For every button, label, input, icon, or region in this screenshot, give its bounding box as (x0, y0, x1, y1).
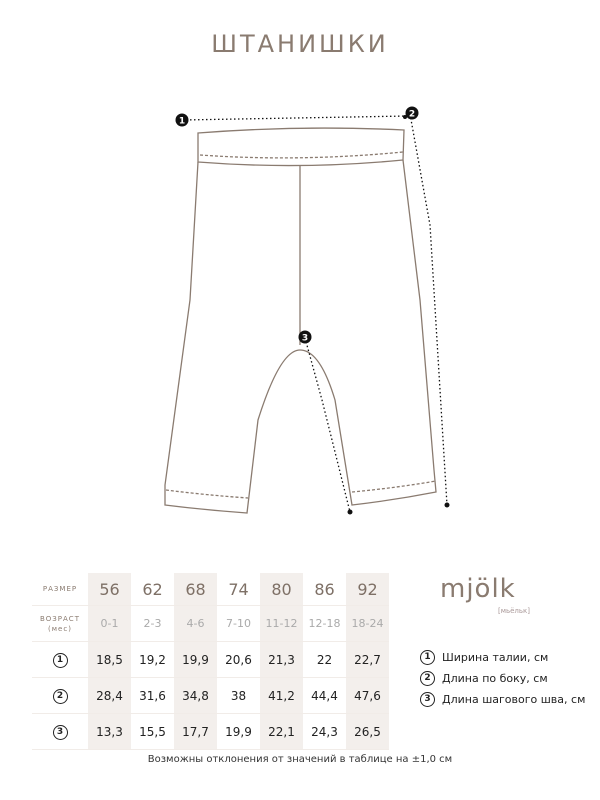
age-cell: 0-1 (88, 605, 131, 642)
marker-2: 2 (52, 689, 68, 704)
value-cell: 19,9 (174, 641, 217, 678)
legend-item: 3 Длина шагового шва, см (420, 689, 585, 710)
svg-text:3: 3 (302, 334, 308, 344)
size-table: РАЗМЕР 56 62 68 74 80 86 92 ВОЗРАСТ (мес… (32, 573, 389, 750)
size-cell: 86 (303, 573, 346, 606)
value-cell: 19,2 (131, 641, 174, 678)
diagram-marker-3 (298, 330, 312, 344)
size-cell: 62 (131, 573, 174, 606)
page-title: ШТАНИШКИ (211, 30, 389, 58)
value-cell: 22,7 (346, 641, 389, 678)
diagram-marker-1 (175, 113, 189, 127)
size-cell: 56 (88, 573, 131, 606)
legend-item: 1 Ширина талии, см (420, 647, 585, 668)
value-cell: 15,5 (131, 713, 174, 750)
svg-text:2: 2 (409, 110, 415, 120)
legend-label: Ширина талии, см (442, 651, 549, 664)
value-cell: 22,1 (260, 713, 303, 750)
age-cell: 18-24 (346, 605, 389, 642)
legend-label: Длина шагового шва, см (442, 693, 586, 706)
age-label: ВОЗРАСТ (мес) (32, 605, 88, 642)
legend-item: 2 Длина по боку, см (420, 668, 585, 689)
svg-text:1: 1 (179, 117, 185, 127)
value-cell: 19,9 (217, 713, 260, 750)
marker-2: 2 (420, 671, 435, 686)
legend: 1 Ширина талии, см 2 Длина по боку, см 3 Дл… (420, 647, 585, 710)
value-cell: 47,6 (346, 677, 389, 714)
size-cell: 92 (346, 573, 389, 606)
value-cell: 38 (217, 677, 260, 714)
age-cell: 2-3 (131, 605, 174, 642)
size-row: РАЗМЕР 56 62 68 74 80 86 92 (32, 573, 389, 606)
measure-row-2: 2 28,4 31,6 34,8 38 41,2 44,4 47,6 (32, 677, 389, 714)
age-row: ВОЗРАСТ (мес) 0-1 2-3 4-6 7-10 11-12 12-… (32, 605, 389, 642)
brand-logo-block: mjölk [мьёльк] (440, 574, 540, 616)
size-cell: 68 (174, 573, 217, 606)
size-cell: 80 (260, 573, 303, 606)
value-cell: 28,4 (88, 677, 131, 714)
value-cell: 17,7 (174, 713, 217, 750)
value-cell: 18,5 (88, 641, 131, 678)
marker-3: 3 (420, 692, 435, 707)
value-cell: 22 (303, 641, 346, 678)
value-cell: 13,3 (88, 713, 131, 750)
age-cell: 7-10 (217, 605, 260, 642)
value-cell: 31,6 (131, 677, 174, 714)
size-cell: 74 (217, 573, 260, 606)
value-cell: 34,8 (174, 677, 217, 714)
age-cell: 11-12 (260, 605, 303, 642)
value-cell: 20,6 (217, 641, 260, 678)
tolerance-note: Возможны отклонения от значений в таблиц… (147, 754, 453, 765)
brand-logo-sub: [мьёльк] (497, 607, 530, 615)
marker-1: 1 (52, 653, 68, 668)
age-cell: 4-6 (174, 605, 217, 642)
value-cell: 26,5 (346, 713, 389, 750)
brand-logo: mjölk (440, 574, 516, 604)
value-cell: 24,3 (303, 713, 346, 750)
value-cell: 21,3 (260, 641, 303, 678)
marker-3: 3 (52, 725, 68, 740)
measure-row-3: 3 13,3 15,5 17,7 19,9 22,1 24,3 26,5 (32, 713, 389, 750)
diagram-marker-2 (405, 106, 419, 120)
size-label: РАЗМЕР (32, 573, 88, 606)
pants-diagram: 1 2 3 (164, 106, 450, 515)
value-cell: 41,2 (260, 677, 303, 714)
legend-label: Длина по боку, см (442, 672, 548, 685)
age-cell: 12-18 (303, 605, 346, 642)
measure-row-1: 1 18,5 19,2 19,9 20,6 21,3 22 22,7 (32, 641, 389, 678)
value-cell: 44,4 (303, 677, 346, 714)
marker-1: 1 (420, 650, 435, 665)
